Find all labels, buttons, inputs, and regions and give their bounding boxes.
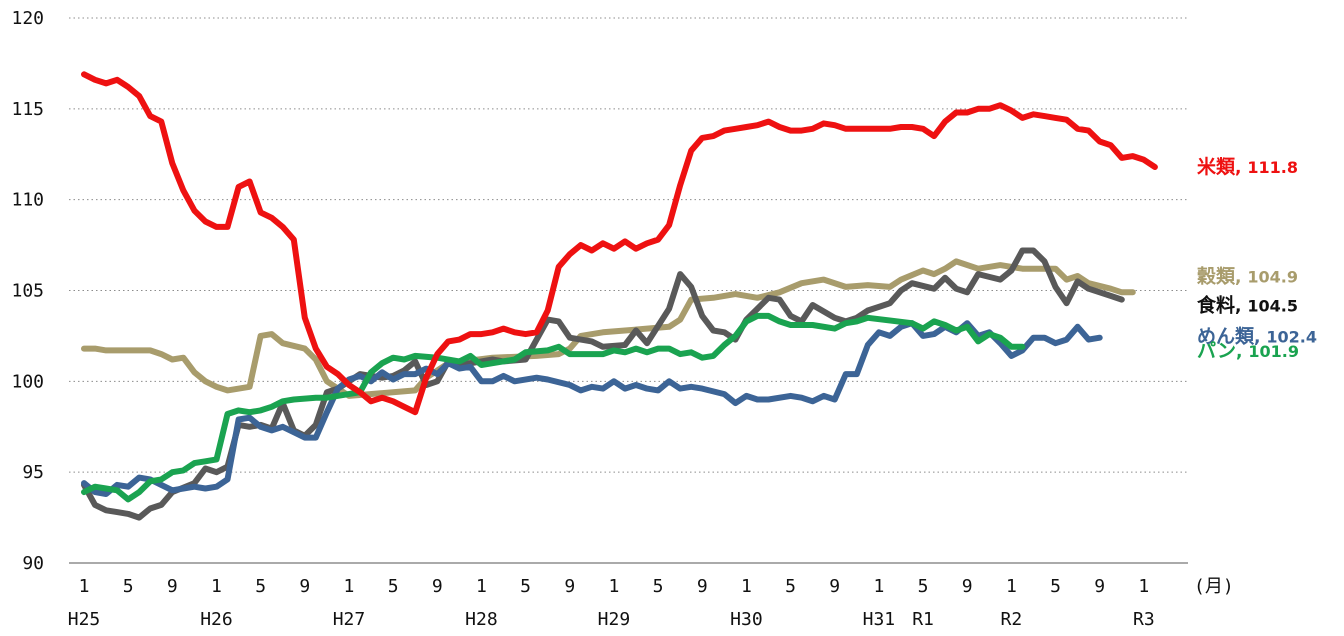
x-tick-label: 1	[741, 576, 752, 597]
era-label: H26	[200, 609, 233, 630]
x-tick-label: 5	[918, 576, 929, 597]
series-lines	[81, 71, 1158, 521]
x-tick-label: 5	[520, 576, 531, 597]
x-tick-label: 1	[1138, 576, 1149, 597]
x-tick-label: 5	[388, 576, 399, 597]
x-tick-label: 1	[344, 576, 355, 597]
series-end-value: 101.9	[1248, 342, 1299, 361]
series-separator: ,	[1235, 297, 1247, 317]
series-name: 食料	[1197, 294, 1235, 317]
series-name: 穀類	[1197, 265, 1236, 287]
y-tick-label: 90	[22, 553, 44, 574]
x-tick-label: 9	[697, 576, 708, 597]
era-label: H27	[333, 609, 366, 630]
y-tick-label: 120	[11, 8, 44, 29]
series-separator: ,	[1235, 267, 1247, 287]
era-label: H28	[465, 609, 498, 630]
series-line-3	[81, 312, 1026, 503]
series-line-4	[81, 71, 1158, 416]
x-tick-label: 9	[1094, 576, 1105, 597]
y-tick-label: 110	[11, 190, 44, 211]
era-label: R3	[1133, 609, 1155, 630]
series-end-label: 食料, 104.5	[1197, 294, 1298, 317]
x-tick-label: 9	[432, 576, 443, 597]
y-tick-labels: 90 95 100 105 110 115 120	[11, 8, 44, 574]
series-separator: ,	[1236, 342, 1248, 362]
y-tick-label: 100	[11, 371, 44, 392]
series-end-value: 102.4	[1266, 328, 1317, 347]
x-tick-label: 5	[1050, 576, 1061, 597]
x-tick-label: 5	[653, 576, 664, 597]
x-tick-label: 1	[79, 576, 90, 597]
series-line-2	[81, 320, 1103, 497]
x-tick-labels: 1 H25 5 9 1 H26 5 9 1 H27 5 9 1 H28 5 9 1 H29 5 9 1 H30 5 9 1 H31…	[68, 576, 1155, 630]
x-tick-label: 9	[564, 576, 575, 597]
era-label: H29	[598, 609, 631, 630]
x-tick-label: 9	[829, 576, 840, 597]
series-name: 米類	[1197, 155, 1236, 178]
series-end-label: 穀類, 104.9	[1197, 265, 1298, 287]
x-tick-label: 1	[1006, 576, 1017, 597]
y-tick-label: 95	[22, 462, 44, 483]
series-line-0	[81, 258, 1136, 399]
era-label: R1	[912, 609, 934, 630]
series-name: めん類	[1197, 326, 1255, 348]
x-tick-label: 1	[211, 576, 222, 597]
series-end-value: 111.8	[1247, 158, 1298, 177]
series-end-label: パン, 101.9	[1197, 340, 1299, 362]
y-tick-label: 115	[11, 99, 44, 120]
series-end-label: めん類, 102.4	[1197, 326, 1317, 348]
x-tick-label: 9	[299, 576, 310, 597]
era-label: H30	[730, 609, 763, 630]
era-label: H25	[68, 609, 101, 630]
x-tick-label: 5	[123, 576, 134, 597]
series-end-value: 104.9	[1247, 267, 1298, 286]
series-separator: ,	[1235, 158, 1247, 178]
x-tick-label: 5	[255, 576, 266, 597]
series-end-value: 104.5	[1247, 297, 1298, 316]
x-tick-label: 9	[167, 576, 178, 597]
series-end-label: 米類, 111.8	[1197, 155, 1298, 178]
x-tick-label: 5	[785, 576, 796, 597]
series-line-1	[81, 247, 1125, 521]
y-tick-label: 105	[11, 281, 44, 302]
x-tick-label: 1	[608, 576, 619, 597]
x-tick-label: 1	[873, 576, 884, 597]
series-name: パン	[1197, 340, 1236, 362]
era-label: R2	[1001, 609, 1023, 630]
x-unit-label: (月)	[1194, 576, 1234, 597]
series-separator: ,	[1254, 328, 1266, 348]
x-tick-label: 1	[476, 576, 487, 597]
x-tick-label: 9	[962, 576, 973, 597]
era-label: H31	[863, 609, 896, 630]
